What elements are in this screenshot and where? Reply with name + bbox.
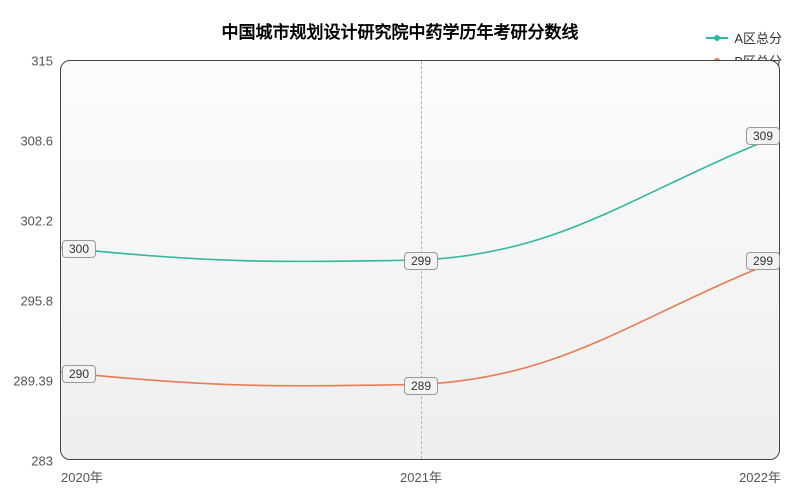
series-b-line (61, 260, 779, 386)
y-tick: 308.6 (20, 134, 61, 149)
y-tick: 289.39 (13, 374, 61, 389)
legend-swatch-a (706, 37, 728, 39)
y-tick: 315 (31, 54, 61, 69)
series-a-value-label: 299 (404, 252, 438, 270)
y-tick: 295.8 (20, 294, 61, 309)
series-b-value-label: 290 (62, 365, 96, 383)
series-b-value-label: 289 (404, 377, 438, 395)
series-b-value-label: 299 (746, 252, 780, 270)
x-tick: 2021年 (400, 459, 442, 486)
series-a-value-label: 309 (746, 127, 780, 145)
chart-title: 中国城市规划设计研究院中药学历年考研分数线 (222, 18, 579, 43)
y-tick: 302.2 (20, 214, 61, 229)
legend-label-a: A区总分 (734, 28, 782, 47)
series-a-value-label: 300 (62, 240, 96, 258)
x-tick: 2022年 (739, 459, 781, 486)
chart-container: 中国城市规划设计研究院中药学历年考研分数线 A区总分 B区总分 283289.3… (0, 0, 800, 500)
plot-area: 283289.39295.8302.2308.63152020年2021年202… (60, 60, 780, 460)
series-a-line (61, 136, 779, 262)
legend-item-a: A区总分 (706, 28, 782, 47)
x-tick: 2020年 (61, 459, 103, 486)
y-tick: 283 (31, 454, 61, 469)
